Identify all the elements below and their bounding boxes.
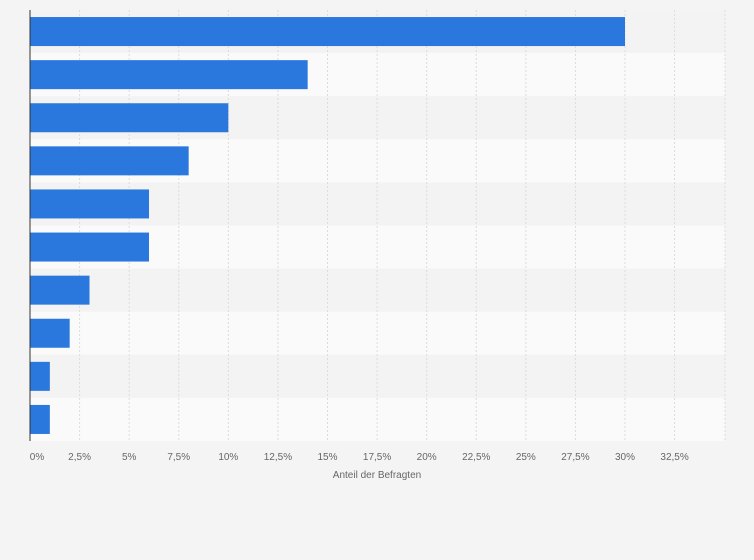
bar xyxy=(30,17,625,47)
x-tick-label: 30% xyxy=(615,452,635,463)
bar xyxy=(30,189,149,219)
x-tick-label: 22,5% xyxy=(462,452,490,463)
bar xyxy=(30,275,90,305)
bar xyxy=(30,146,189,176)
bar xyxy=(30,60,308,90)
x-tick-label: 17,5% xyxy=(363,452,391,463)
bar xyxy=(30,404,50,434)
x-tick-label: 12,5% xyxy=(264,452,292,463)
bar xyxy=(30,103,229,133)
bars xyxy=(30,17,625,434)
x-tick-label: 10% xyxy=(218,452,238,463)
x-tick-label: 25% xyxy=(516,452,536,463)
x-tick-label: 0% xyxy=(30,452,45,463)
x-axis-title: Anteil der Befragten xyxy=(333,470,421,481)
bar xyxy=(30,318,70,348)
x-tick-label: 5% xyxy=(122,452,137,463)
x-tick-label: 27,5% xyxy=(561,452,589,463)
x-tick-label: 15% xyxy=(317,452,337,463)
x-tick-label: 2,5% xyxy=(68,452,91,463)
bar xyxy=(30,232,149,262)
x-tick-label: 7,5% xyxy=(167,452,190,463)
bar xyxy=(30,361,50,391)
x-tick-label: 20% xyxy=(417,452,437,463)
x-tick-labels: 0% 2,5% 5% 7,5% 10% 12,5% 15% 17,5% 20% 22,5% 25% 2… xyxy=(30,452,689,463)
x-tick-label: 32,5% xyxy=(660,452,688,463)
